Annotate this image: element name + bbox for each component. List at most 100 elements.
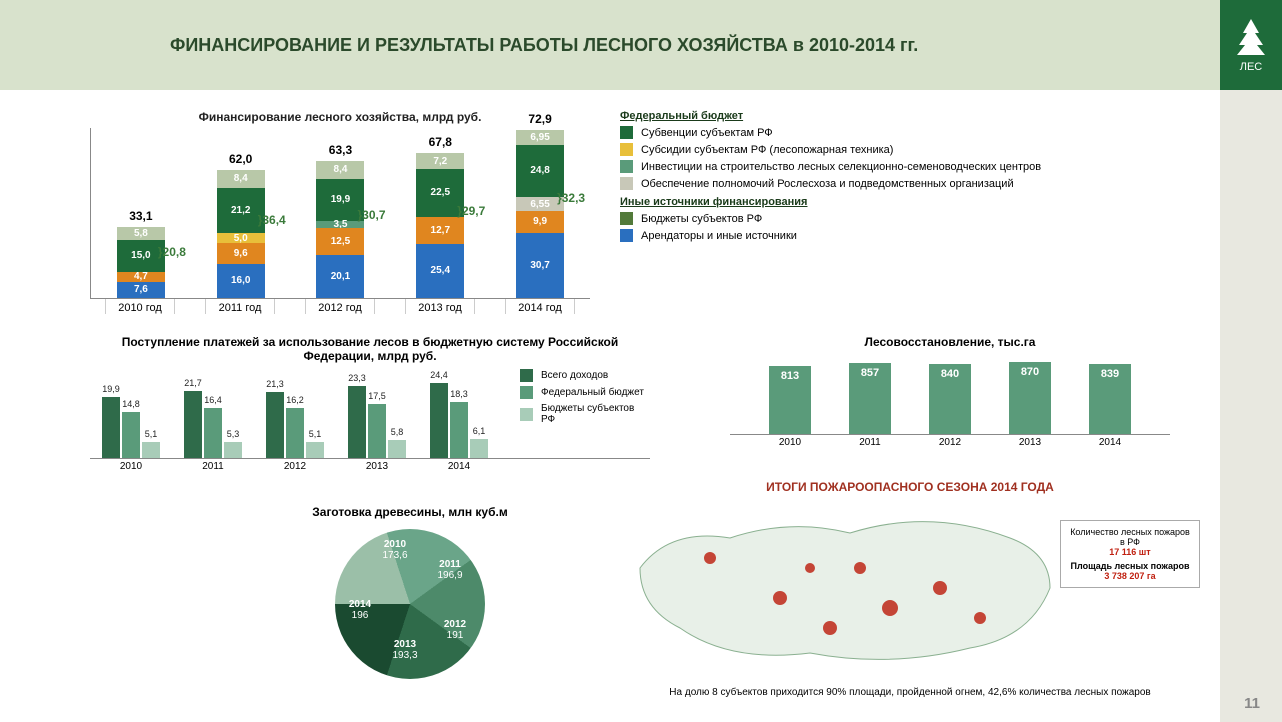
fire-count-value: 17 116 шт — [1067, 547, 1193, 557]
bar-segment: 20,1 — [316, 255, 364, 298]
payments-bar-group: 21,716,45,3 — [172, 391, 254, 458]
fire-area-label: Площадь лесных пожаров — [1067, 561, 1193, 571]
payments-bar: 24,4 — [430, 383, 448, 458]
legend-swatch — [620, 212, 633, 225]
bar-segment: 7,2 — [416, 153, 464, 168]
payments-bar: 16,2 — [286, 408, 304, 458]
bar-total-label: 62,0 — [206, 152, 276, 166]
year-label: 2012 — [929, 437, 971, 448]
reforest-bar: 839 — [1089, 364, 1131, 434]
reforestation-title: Лесовосстановление, тыс.га — [730, 335, 1170, 349]
legend-swatch — [620, 126, 633, 139]
legend-swatch — [620, 143, 633, 156]
page-title: ФИНАНСИРОВАНИЕ И РЕЗУЛЬТАТЫ РАБОТЫ ЛЕСНО… — [170, 35, 918, 56]
timber-pie-title: Заготовка древесины, млн куб.м — [260, 505, 560, 519]
year-label: 2013 — [336, 461, 418, 472]
legend-item: Обеспечение полномочий Рослесхоза и подв… — [620, 177, 1180, 190]
bar-value-label: 17,5 — [368, 391, 386, 401]
legend-item: Субвенции субъектам РФ — [620, 126, 1180, 139]
legend-item: Инвестиции на строительство лесных селек… — [620, 160, 1180, 173]
year-label: 2012 год — [305, 299, 375, 314]
reforest-bar: 840 — [929, 364, 971, 434]
payments-bar: 18,3 — [450, 402, 468, 458]
logo-text: ЛЕС — [1240, 61, 1263, 73]
payments-chart: Поступление платежей за использование ле… — [90, 335, 650, 472]
bar-segment: 6,95 — [516, 130, 564, 145]
year-label: 2010 — [90, 461, 172, 472]
payments-bar: 17,5 — [368, 404, 386, 458]
fire-area-value: 3 738 207 га — [1067, 571, 1193, 581]
payments-bar-group: 24,418,36,1 — [418, 383, 500, 458]
bar-value-label: 18,3 — [450, 389, 468, 399]
legend-item: Бюджеты субъектов РФ — [620, 212, 1180, 225]
payments-bar-group: 19,914,85,1 — [90, 397, 172, 458]
payments-bar: 5,3 — [224, 442, 242, 458]
bar-total-label: 72,9 — [505, 112, 575, 126]
year-label: 2013 — [1009, 437, 1051, 448]
page-number: 11 — [1244, 695, 1260, 712]
bar-segment: 8,4 — [316, 161, 364, 179]
legend-swatch — [620, 160, 633, 173]
bar-segment: 12,5 — [316, 228, 364, 255]
bar-segment: 5,0 — [217, 233, 265, 244]
reforest-bar: 870 — [1009, 362, 1051, 435]
bar-value-label: 5,1 — [306, 429, 324, 439]
legend-label: Бюджеты субъектов РФ — [641, 213, 762, 225]
bar-value-label: 19,9 — [102, 384, 120, 394]
russia-map-icon — [630, 498, 1060, 678]
financing-legend: Федеральный бюджет Субвенции субъектам Р… — [620, 110, 1180, 246]
legend-header-other: Иные источники финансирования — [620, 196, 1180, 208]
bar-value-label: 14,8 — [122, 399, 140, 409]
bar-total-label: 63,3 — [305, 143, 375, 157]
bracket-label: }36,4 — [258, 213, 286, 227]
bar-segment: 30,7 — [516, 233, 564, 298]
year-label: 2011 — [849, 437, 891, 448]
financing-bar-2: 8,419,93,512,520,163,3}30,7 — [305, 161, 375, 298]
header-band: ФИНАНСИРОВАНИЕ И РЕЗУЛЬТАТЫ РАБОТЫ ЛЕСНО… — [0, 0, 1282, 90]
bar-value-label: 23,3 — [348, 373, 366, 383]
bar-value-label: 5,3 — [224, 429, 242, 439]
year-label: 2014 — [1089, 437, 1131, 448]
payments-bar: 5,1 — [142, 442, 160, 458]
bar-segment: 8,4 — [217, 170, 265, 188]
fire-count-label: Количество лесных пожаров в РФ — [1067, 527, 1193, 547]
bar-segment: 4,7 — [117, 272, 165, 282]
bar-segment: 24,8 — [516, 145, 564, 198]
year-label: 2011 год — [205, 299, 275, 314]
financing-bar-0: 5,815,04,77,633,1}20,8 — [106, 227, 176, 298]
bracket-label: }32,3 — [557, 191, 585, 205]
pie-slice-label: 2012191 — [430, 619, 480, 641]
legend-swatch — [520, 369, 533, 382]
financing-bar-4: 6,9524,86,559,930,772,9}32,3 — [505, 130, 575, 298]
bar-value-label: 16,4 — [204, 395, 222, 405]
legend-swatch — [520, 408, 533, 421]
legend-swatch — [520, 386, 533, 399]
bar-value-label: 5,1 — [142, 429, 160, 439]
payments-bar-group: 21,316,25,1 — [254, 392, 336, 458]
bar-segment: 12,7 — [416, 217, 464, 244]
bar-value-label: 16,2 — [286, 395, 304, 405]
payments-bar: 6,1 — [470, 439, 488, 458]
bar-total-label: 33,1 — [106, 209, 176, 223]
legend-label: Субсидии субъектам РФ (лесопожарная техн… — [641, 144, 893, 156]
financing-bar-3: 7,222,512,725,467,8}29,7 — [405, 153, 475, 298]
year-label: 2014 год — [505, 299, 575, 314]
financing-bar-1: 8,421,25,09,616,062,0}36,4 — [206, 170, 276, 298]
fire-map-title: ИТОГИ ПОЖАРООПАСНОГО СЕЗОНА 2014 ГОДА — [630, 480, 1190, 494]
bar-value-label: 6,1 — [470, 426, 488, 436]
bar-value-label: 21,7 — [184, 378, 202, 388]
payments-chart-title: Поступление платежей за использование ле… — [90, 335, 650, 363]
payments-bar: 5,1 — [306, 442, 324, 458]
bar-value-label: 21,3 — [266, 379, 284, 389]
payments-bar-group: 23,317,55,8 — [336, 386, 418, 458]
bar-total-label: 67,8 — [405, 135, 475, 149]
legend-label: Всего доходов — [541, 370, 608, 381]
bar-segment: 25,4 — [416, 244, 464, 298]
reforest-bar: 813 — [769, 366, 811, 434]
legend-label: Субвенции субъектам РФ — [641, 127, 773, 139]
legend-item: Бюджеты субъектов РФ — [520, 403, 650, 425]
pie-slice-label: 2010173,6 — [370, 539, 420, 561]
fire-stats-callout: Количество лесных пожаров в РФ 17 116 шт… — [1060, 520, 1200, 588]
fire-map-note: На долю 8 субъектов приходится 90% площа… — [630, 687, 1190, 698]
legend-label: Арендаторы и иные источники — [641, 230, 797, 242]
